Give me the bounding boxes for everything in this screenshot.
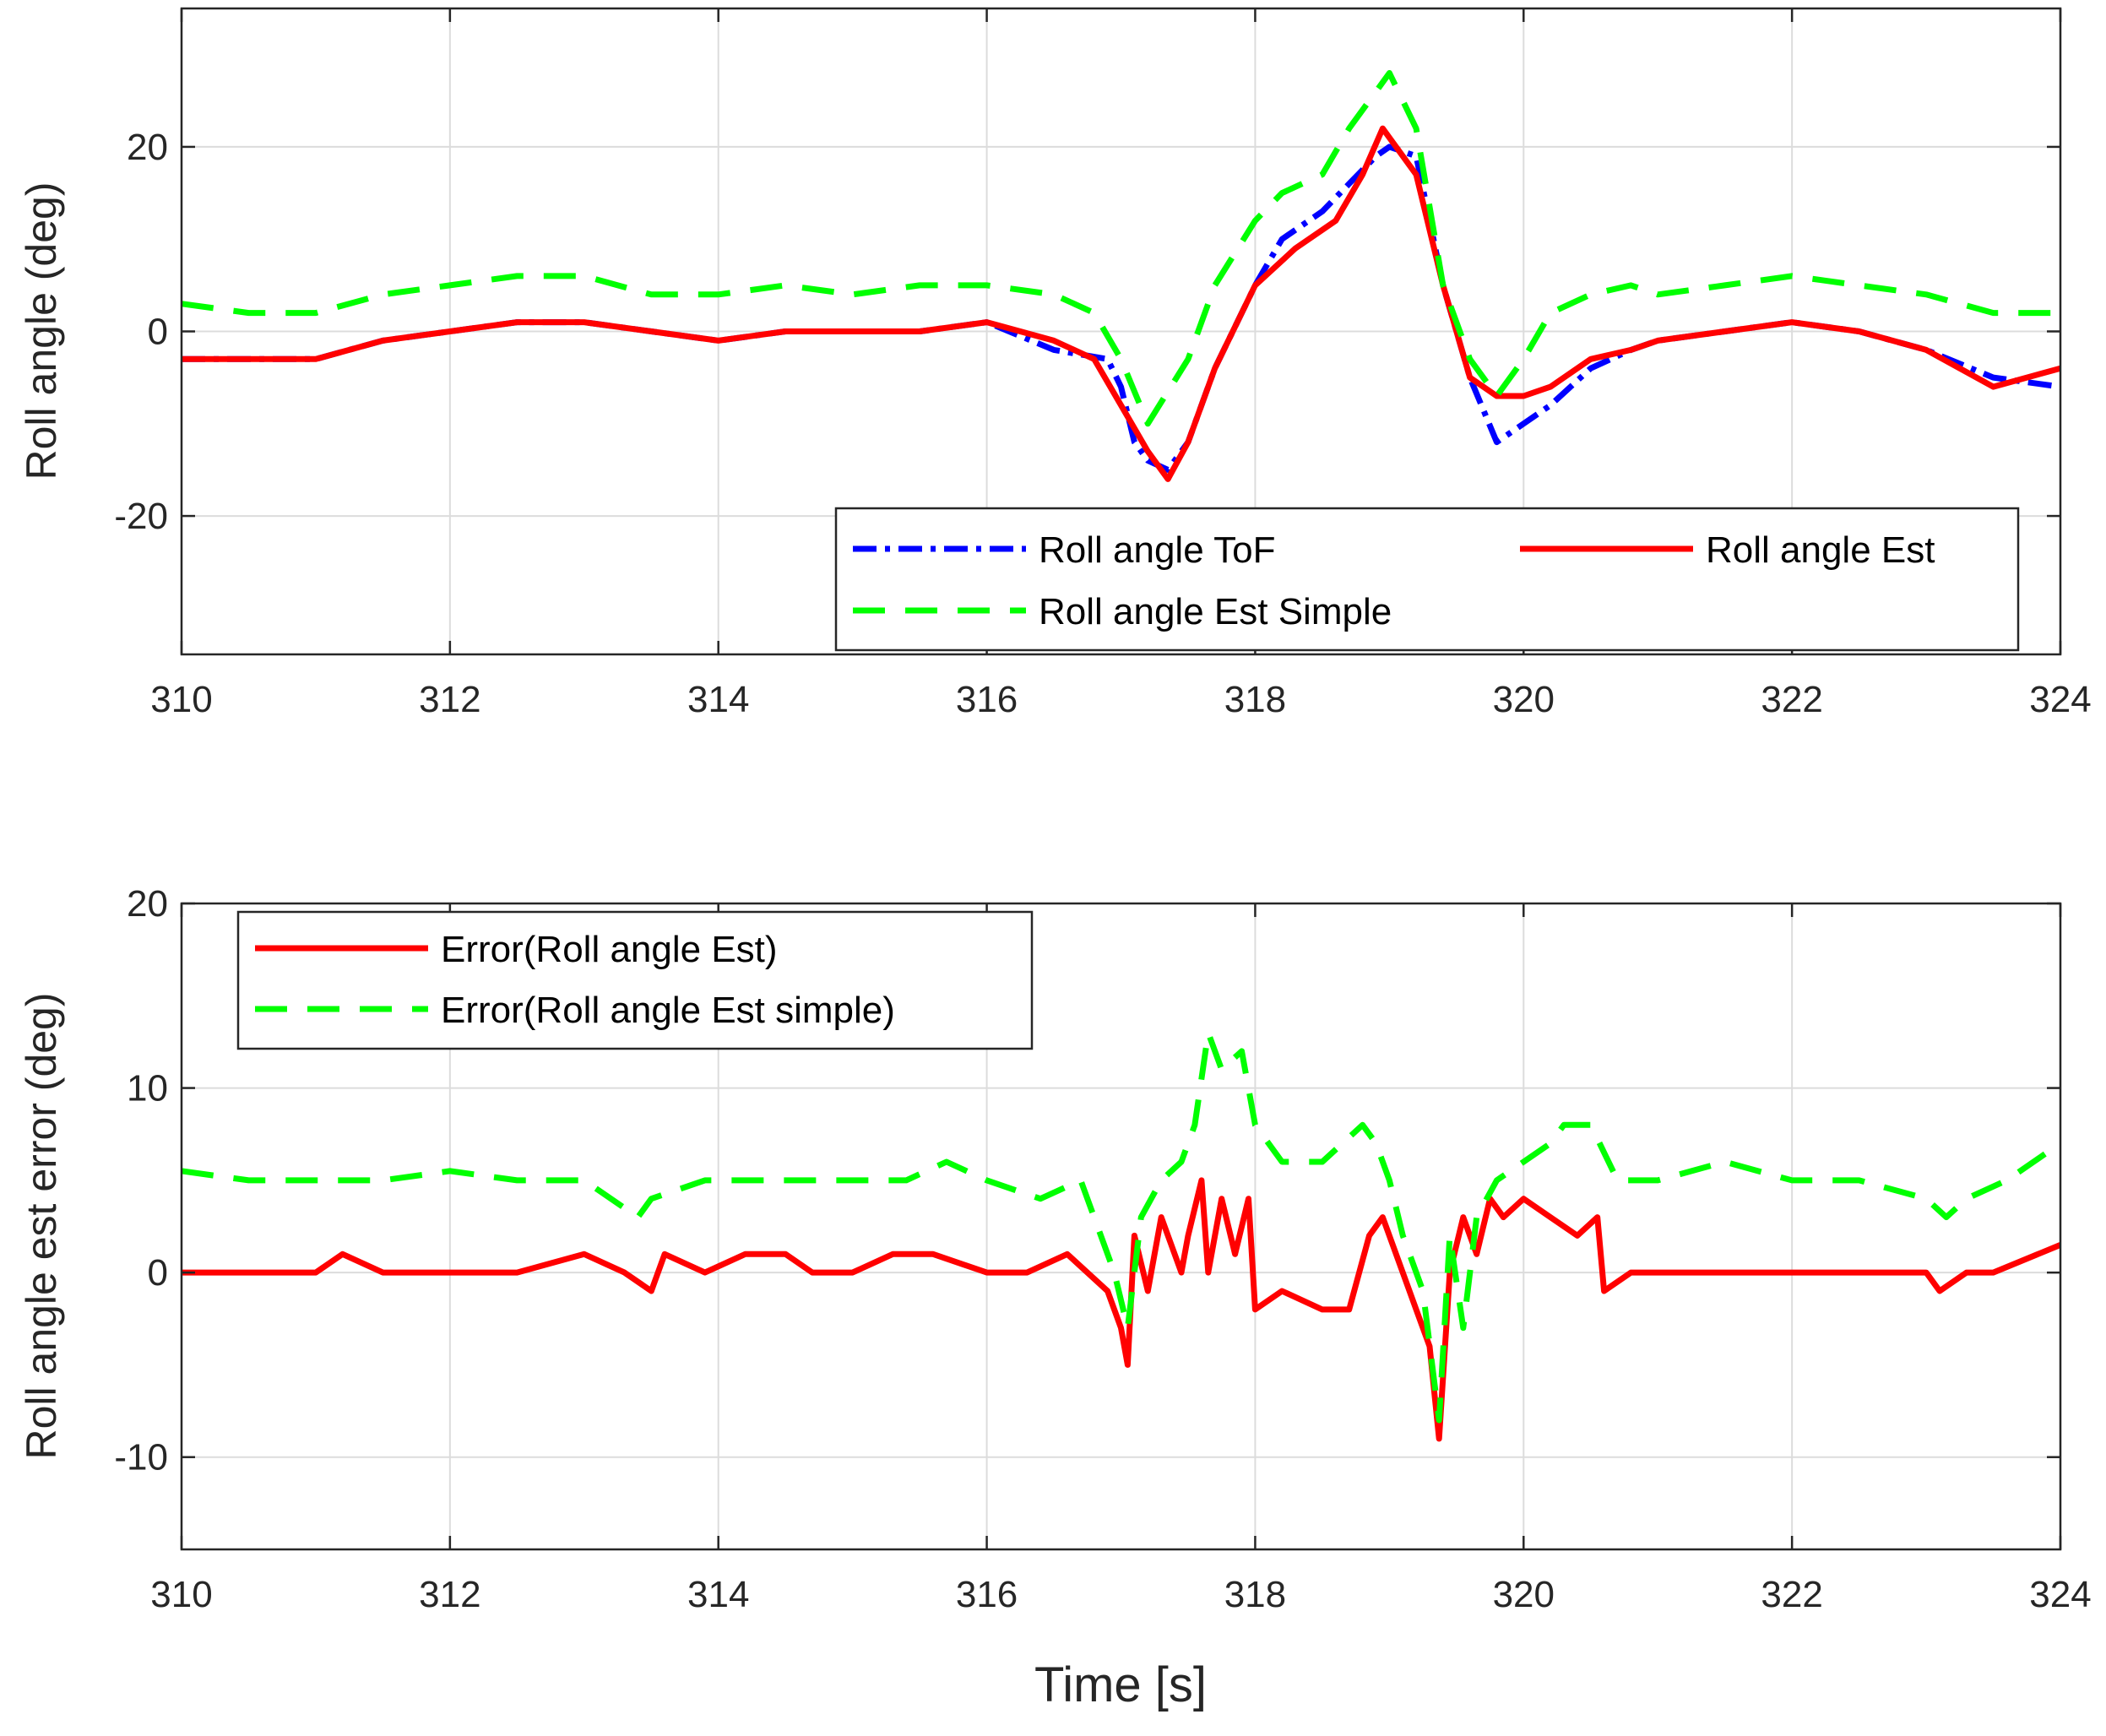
series-line-roll-angle-est-simple (182, 70, 2060, 427)
y-tick-label: -10 (114, 1437, 168, 1478)
x-tick-label: 314 (687, 679, 749, 720)
series-line-roll-angle-est (182, 125, 2060, 482)
legend-label-roll-angle-est-simple: Roll angle Est Simple (1039, 591, 1392, 632)
bottom-legend-box (236, 910, 1034, 1050)
y-tick-label: 20 (127, 127, 168, 168)
x-tick-label: 312 (419, 1574, 480, 1615)
bottom-ylabel: Roll angle est error (deg) (18, 992, 65, 1459)
legend-label-roll-angle-est: Roll angle Est (1706, 529, 1935, 571)
bottom-series (182, 1029, 2060, 1442)
y-tick-label: 0 (148, 312, 168, 353)
y-tick-label: 0 (148, 1252, 168, 1294)
x-tick-label: 322 (1761, 679, 1822, 720)
top-chart: 310 312 314 316 318 320 322 324 -20 0 20 Roll angl… (18, 7, 2092, 720)
bottom-axes-box (180, 902, 2062, 1551)
bottom-chart: 310 312 314 316 318 320 322 324 -10 0 10 20 Roll an… (18, 883, 2092, 1712)
bottom-legend: Error(Roll angle Est) Error(Roll angle E… (236, 910, 1034, 1050)
top-legend-box (834, 507, 2020, 652)
top-legend: Roll angle ToF Roll angle Est Roll angle… (834, 507, 2020, 652)
y-tick-label: -20 (114, 496, 168, 537)
legend-label-error-est: Error(Roll angle Est) (441, 929, 778, 970)
x-tick-label: 322 (1761, 1574, 1822, 1615)
series-line-error-roll-angle-est-simple (182, 1029, 2060, 1424)
x-tick-label: 324 (2029, 1574, 2091, 1615)
top-ylabel: Roll angle (deg) (18, 182, 65, 480)
legend-label-error-est-simple: Error(Roll angle Est simple) (441, 990, 895, 1031)
bottom-ticks: 310 312 314 316 318 320 322 324 -10 0 10 20 (114, 883, 2091, 1615)
x-tick-label: 316 (956, 679, 1018, 720)
x-tick-label: 310 (150, 679, 212, 720)
x-tick-label: 318 (1224, 1574, 1286, 1615)
y-tick-label: 10 (127, 1068, 168, 1109)
x-tick-label: 324 (2029, 679, 2091, 720)
x-tick-label: 320 (1493, 1574, 1555, 1615)
y-tick-label: 20 (127, 883, 168, 925)
top-ticks: 310 312 314 316 318 320 322 324 -20 0 20 (114, 8, 2092, 720)
x-tick-label: 310 (150, 1574, 212, 1615)
x-tick-label: 314 (687, 1574, 749, 1615)
bottom-xlabel: Time [s] (1034, 1657, 1207, 1712)
x-tick-label: 316 (956, 1574, 1018, 1615)
x-tick-label: 320 (1493, 679, 1555, 720)
series-line-error-roll-angle-est (182, 1177, 2060, 1442)
legend-label-roll-angle-tof: Roll angle ToF (1039, 529, 1275, 571)
top-series (182, 70, 2060, 482)
x-tick-label: 318 (1224, 679, 1286, 720)
x-tick-label: 312 (419, 679, 480, 720)
